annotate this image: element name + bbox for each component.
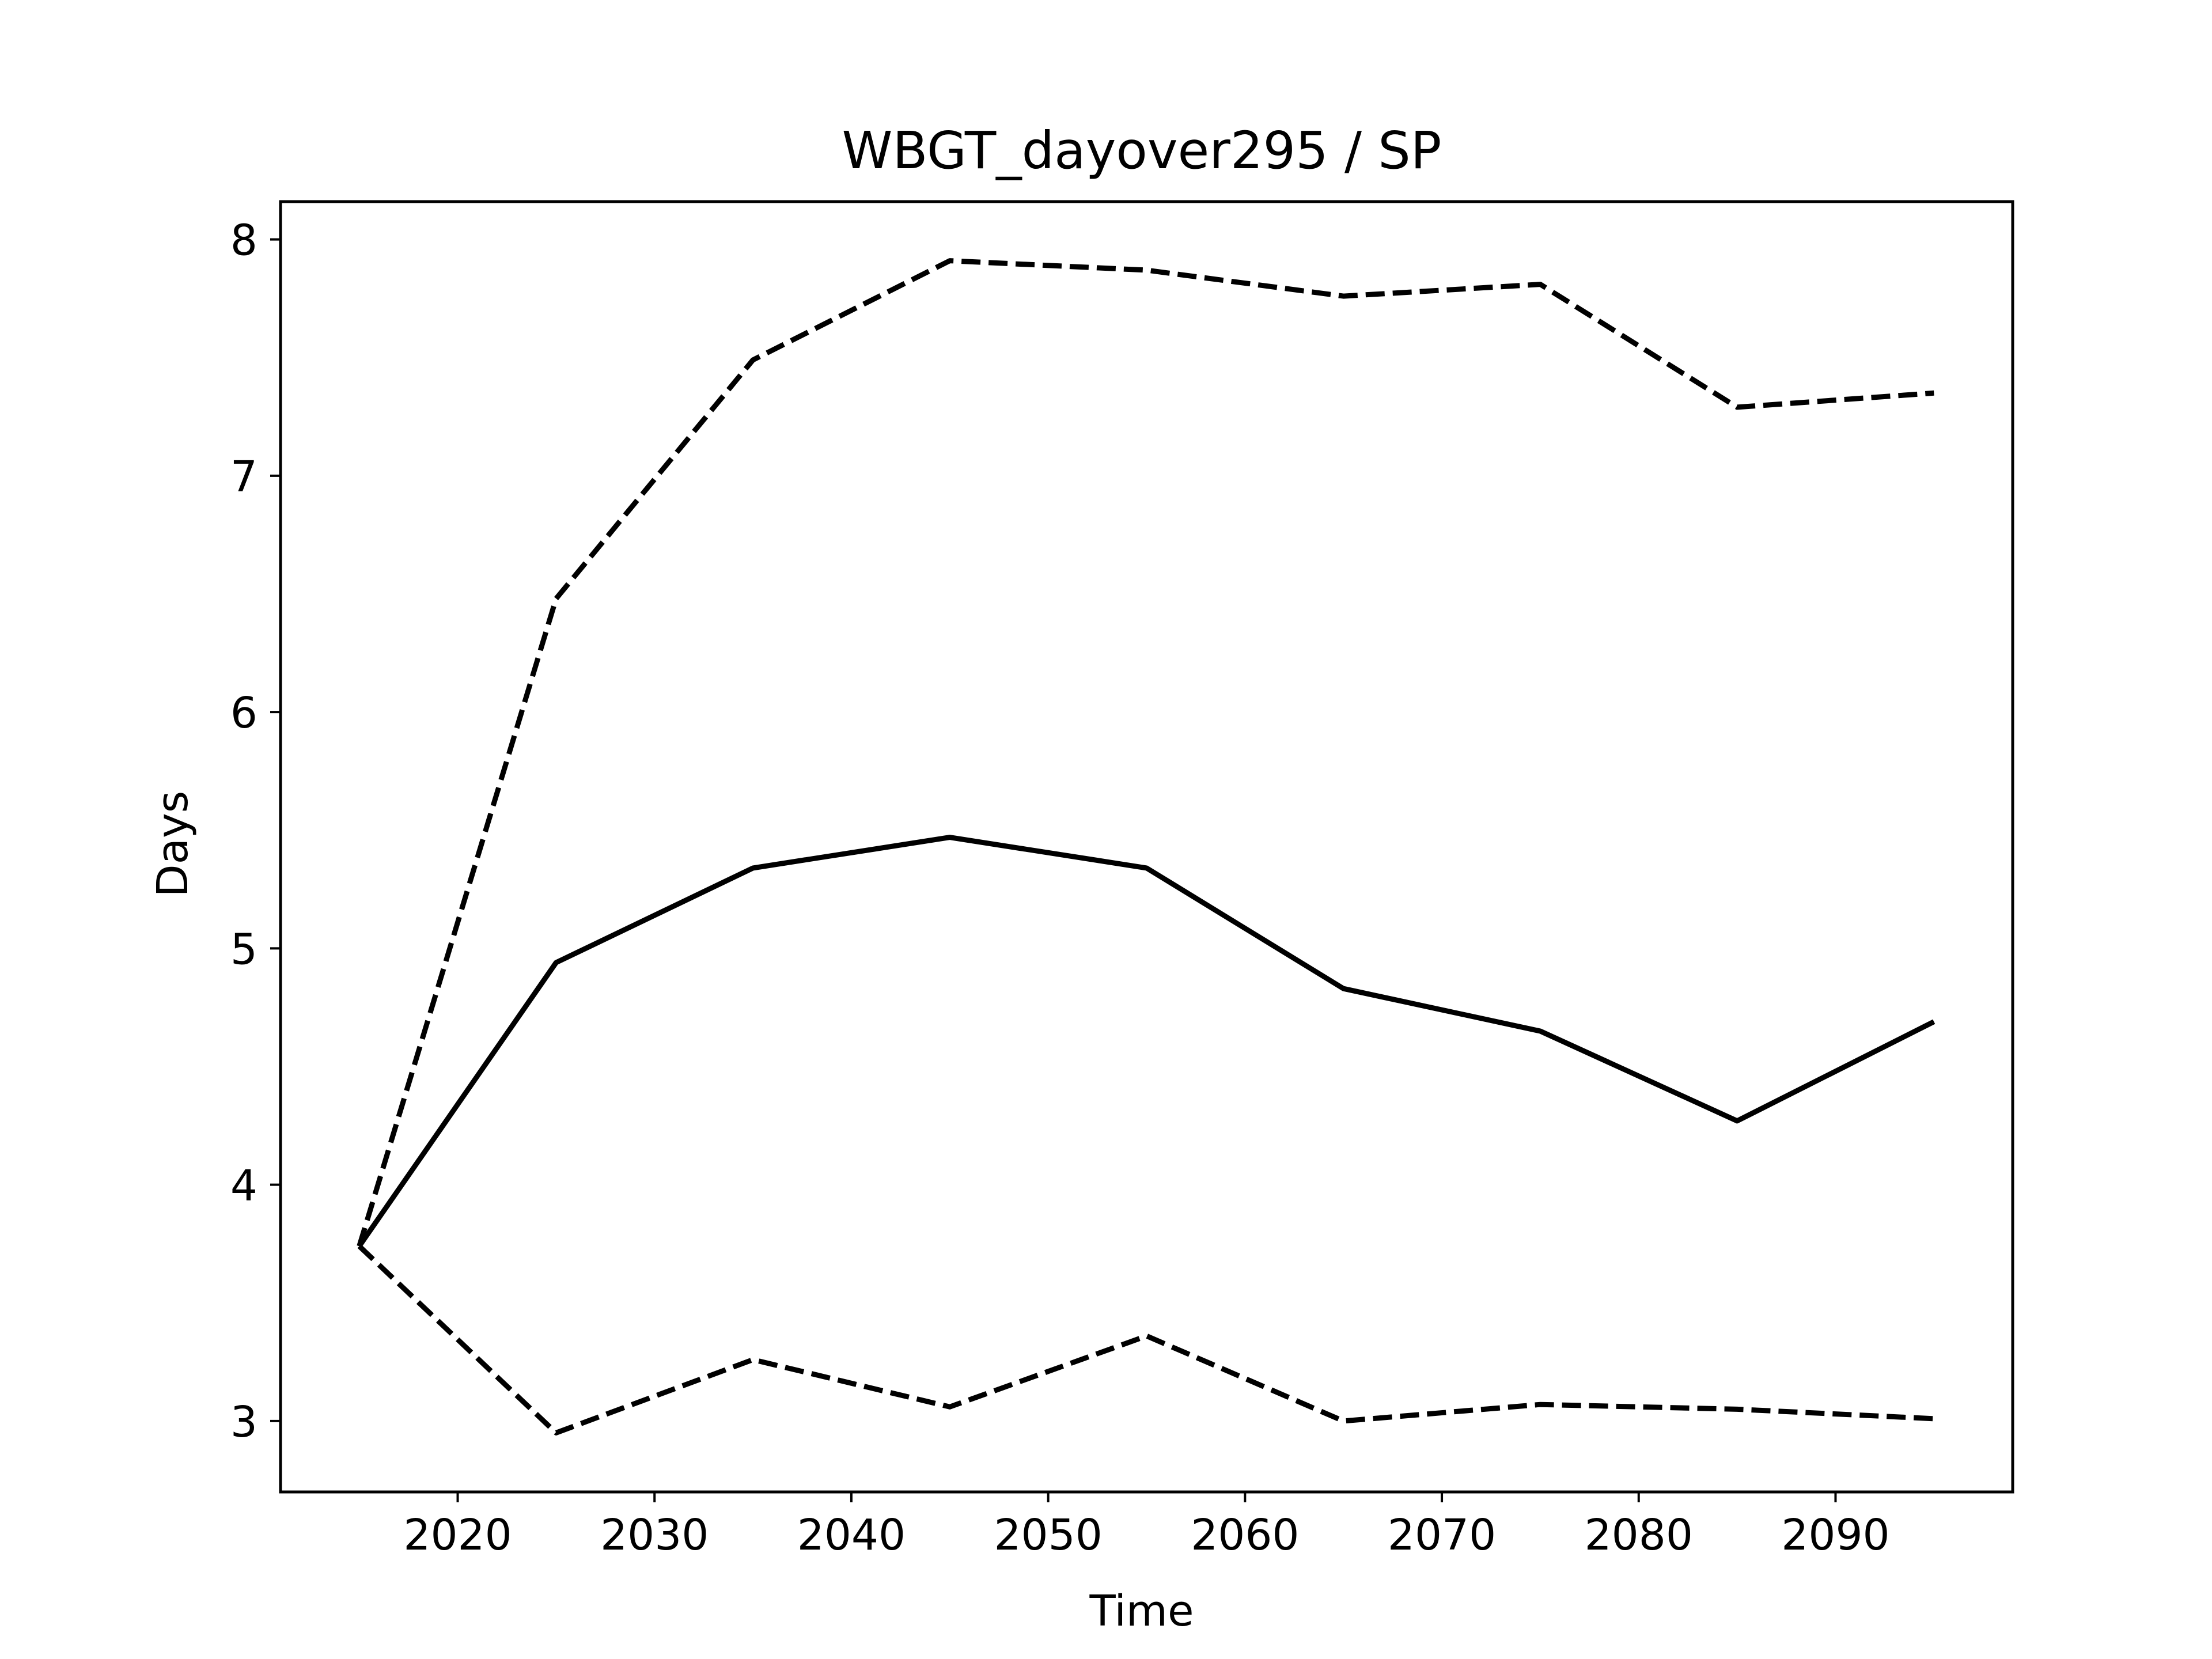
plot-area-frame [279,200,2014,1494]
y-tick-label: 3 [230,1397,257,1447]
x-axis: 2020 2030 2040 2050 2060 2070 2080 2090 [403,1492,1890,1560]
y-tick-label: 4 [230,1161,257,1211]
x-tick-label: 2030 [600,1510,709,1560]
y-tick-label: 5 [230,925,257,974]
x-tick-label: 2060 [1191,1510,1299,1560]
y-tick-label: 7 [230,452,257,502]
x-tick-label: 2020 [403,1510,512,1560]
x-tick-label: 2040 [797,1510,906,1560]
x-tick-label: 2080 [1585,1510,1693,1560]
y-tick-label: 6 [230,688,257,738]
x-tick-label: 2090 [1781,1510,1889,1560]
y-axis-label: Days [148,791,198,897]
y-axis: 3 4 5 6 7 8 [230,216,281,1447]
series-line-1-solid [357,835,1936,1248]
chart-title: WBGT_dayover295 / SP [842,120,1442,180]
x-tick-label: 2070 [1388,1510,1496,1560]
series-line-2-dashed [357,258,1934,1247]
x-axis-label: Time [1089,1586,1194,1636]
series-layer [357,258,1936,1435]
series-line-3-dashed [357,1244,1934,1435]
x-tick-label: 2050 [994,1510,1102,1560]
y-tick-label: 8 [230,216,257,266]
